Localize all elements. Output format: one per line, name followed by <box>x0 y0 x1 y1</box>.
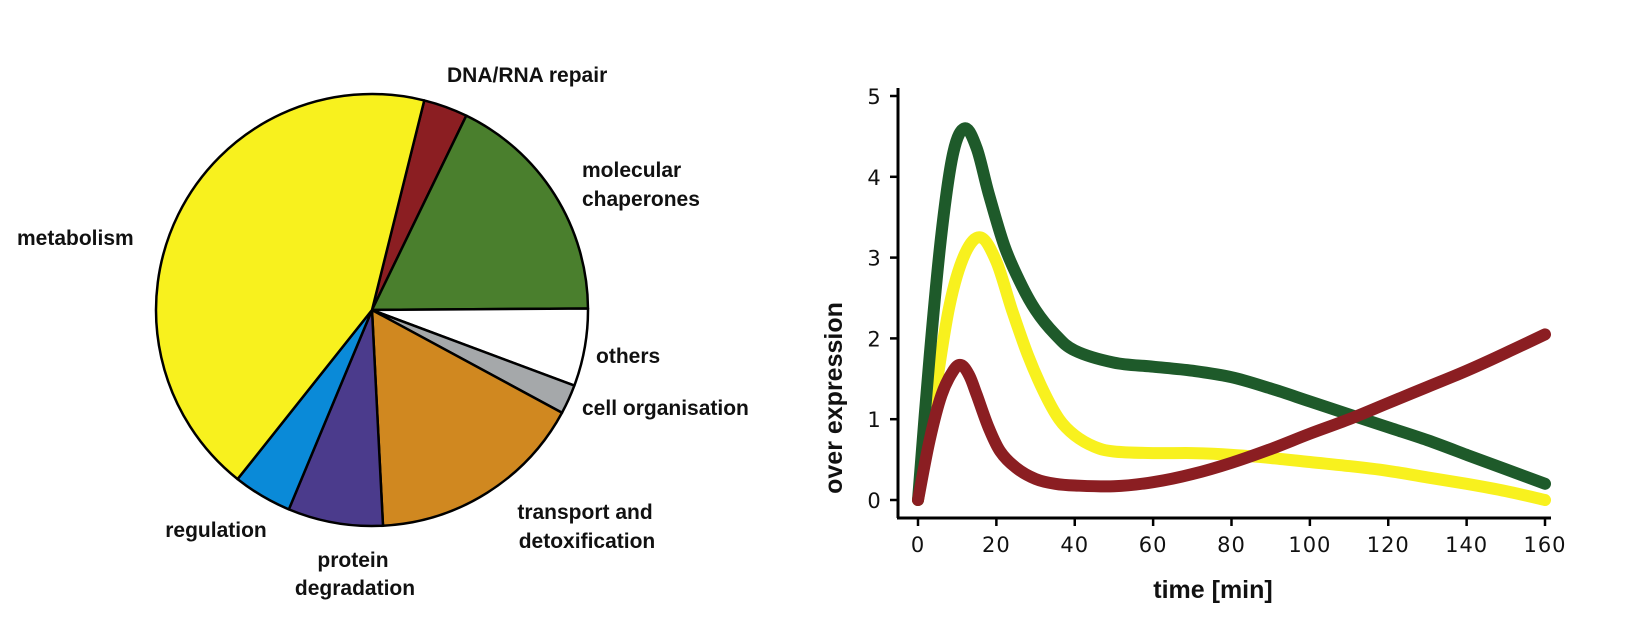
pie-label-others: others <box>596 345 660 368</box>
series-line-3 <box>912 328 1551 506</box>
x-axis-title: time [min] <box>1153 576 1272 604</box>
x-tick-label: 100 <box>1288 533 1331 557</box>
series-line-2 <box>912 231 1551 506</box>
y-tick-label: 0 <box>867 489 880 513</box>
pie-slice-molecular-chaperones <box>370 114 590 312</box>
pie-label-transport-and-detoxification: transport and <box>517 501 652 524</box>
y-tick-label: 3 <box>867 247 880 271</box>
x-tick-label: 20 <box>982 533 1011 557</box>
pie-label-dna-rna-repair: DNA/RNA repair <box>447 64 607 87</box>
series-line-1 <box>912 122 1551 506</box>
pie-label-transport-and-detoxification: detoxification <box>519 530 656 553</box>
x-tick-label: 120 <box>1367 533 1410 557</box>
pie-label-cell-organisation: cell organisation <box>582 397 749 420</box>
x-tick-label: 160 <box>1523 533 1566 557</box>
x-tick-label: 80 <box>1217 533 1246 557</box>
y-tick-label: 4 <box>867 166 880 190</box>
x-tick-label: 60 <box>1139 533 1168 557</box>
pie-label-regulation: regulation <box>165 519 267 542</box>
pie-label-protein-degradation: degradation <box>295 577 415 600</box>
y-tick-label: 2 <box>867 327 880 351</box>
pie-slice-metabolism <box>154 92 426 481</box>
pie-label-molecular-chaperones: molecular <box>582 159 681 182</box>
pie-label-molecular-chaperones: chaperones <box>582 188 700 211</box>
y-tick-label: 5 <box>867 85 880 109</box>
pie-label-protein-degradation: protein <box>317 549 388 572</box>
y-axis-title: over expression <box>820 302 848 494</box>
y-tick-label: 1 <box>867 408 880 432</box>
x-tick-label: 0 <box>911 533 925 557</box>
pie-chart: DNA/RNA repair molecular chaperones others c… <box>17 64 749 600</box>
line-chart: 0 1 2 3 4 5 0 20 40 60 80 100 120 140 160 time [min] ove… <box>820 85 1566 604</box>
pie-slice-transport-and-detoxification <box>370 308 564 527</box>
pie-label-metabolism: metabolism <box>17 227 134 250</box>
x-tick-label: 140 <box>1445 533 1488 557</box>
x-tick-label: 40 <box>1060 533 1089 557</box>
